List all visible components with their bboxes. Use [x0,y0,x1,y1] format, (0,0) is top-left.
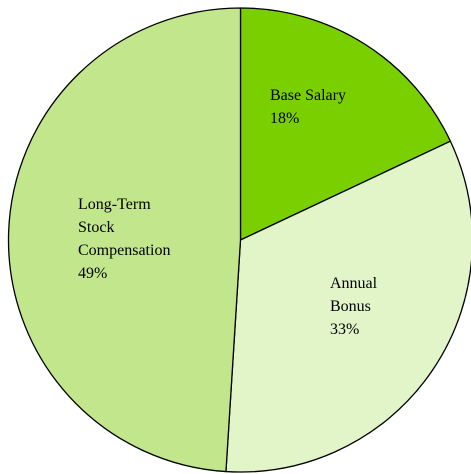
slice-label: Long-Term Stock Compensation 49% [78,193,178,285]
pie-slice [225,140,471,473]
pie-slice [7,7,242,473]
slice-label: Annual Bonus 33% [330,272,392,341]
category-label: Long-Term Stock Compensation [78,196,171,259]
category-label: Annual Bonus [330,275,378,315]
category-label: Base Salary [270,87,346,104]
value-label: 49% [78,265,108,282]
value-label: 18% [270,110,300,127]
value-label: 33% [330,321,360,338]
slice-label: Base Salary 18% [270,84,400,130]
pie-slice [239,7,452,241]
